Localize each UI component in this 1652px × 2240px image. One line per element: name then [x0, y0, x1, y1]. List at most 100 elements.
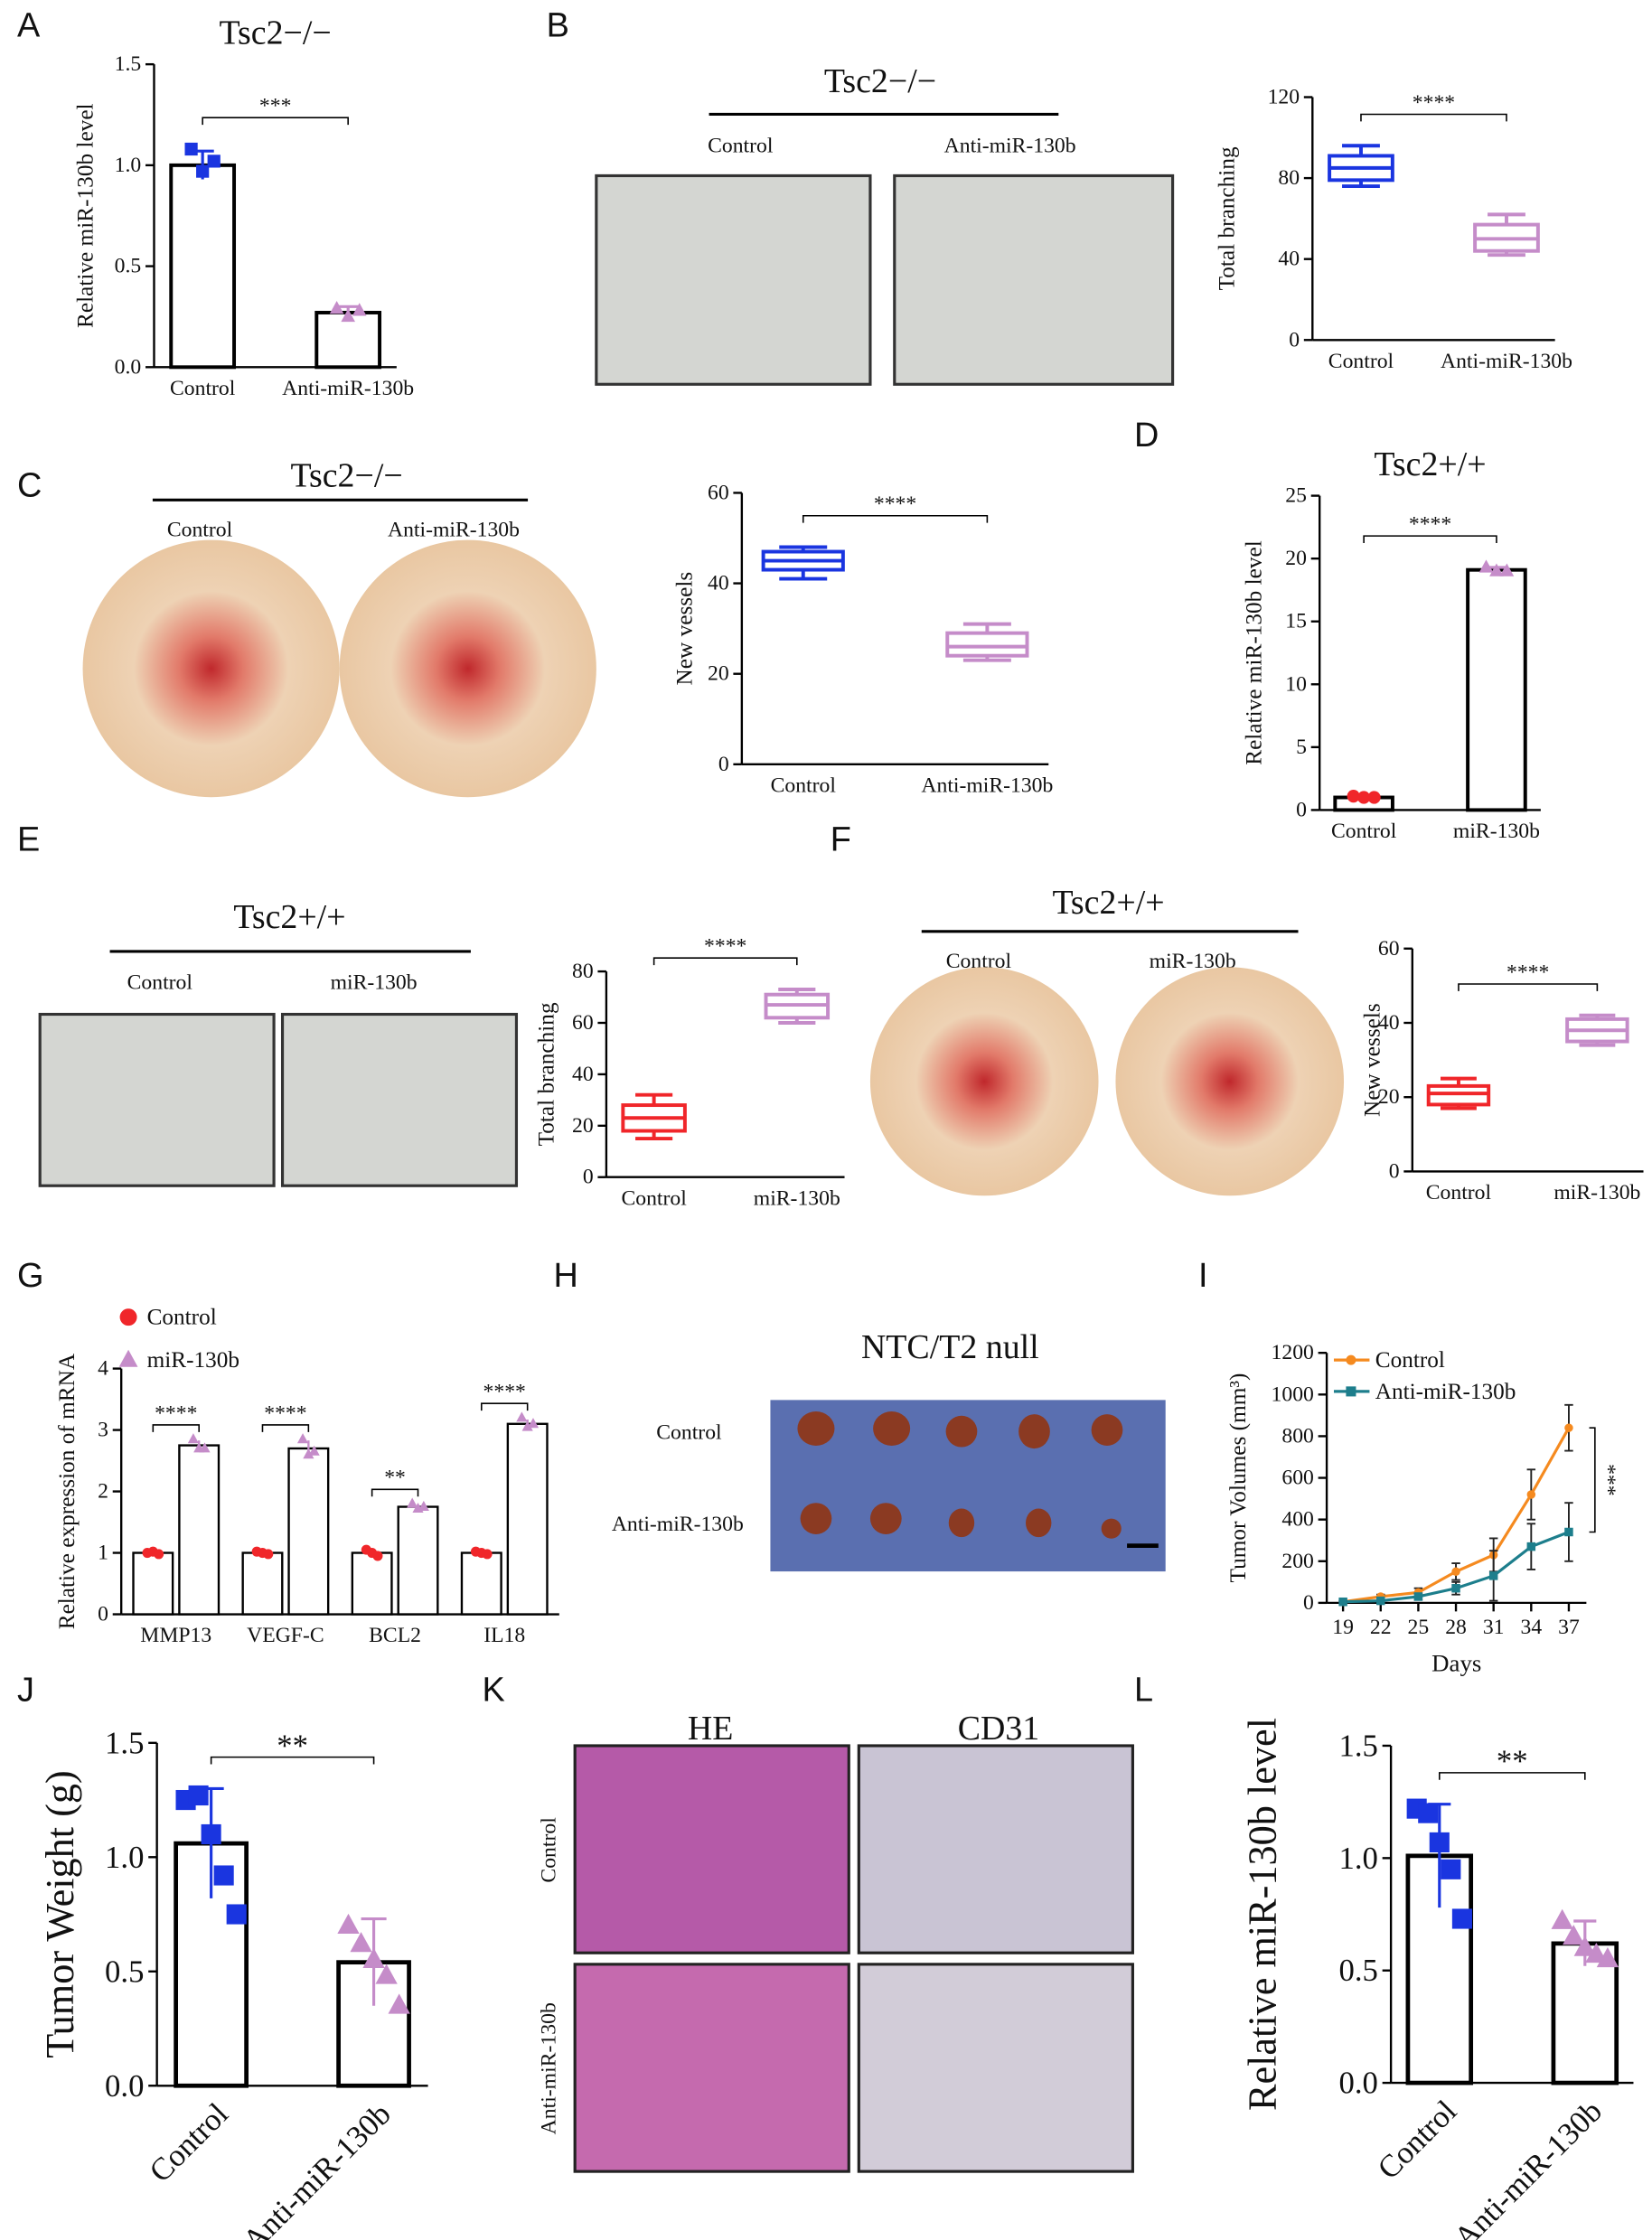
image-label: Anti-miR-130b [612, 1513, 744, 1536]
panel-label: J [17, 1671, 34, 1709]
y-tick-label: 1.0 [1339, 1841, 1378, 1876]
image-panel-h: H NTC/T2 null Control Anti-miR-130b [553, 1257, 1166, 1572]
image-panel-b: Tsc2−/− Control Anti-miR-130b [595, 62, 1175, 386]
y-tick-label: 0 [718, 753, 729, 776]
y-tick-label: 0.5 [1339, 1953, 1378, 1988]
point [308, 1445, 320, 1456]
y-tick-label: 1.5 [105, 1725, 144, 1760]
point [1551, 1908, 1573, 1929]
x-tick-label: Control [1328, 350, 1394, 373]
bar [351, 1551, 393, 1616]
legend-marker [1346, 1386, 1356, 1397]
y-axis-label: Relative miR-130b level [1241, 1718, 1285, 2111]
bar [397, 1505, 439, 1616]
chart-title: Tsc2−/− [220, 14, 332, 52]
y-tick-label: 200 [1281, 1550, 1314, 1573]
point [1357, 791, 1371, 804]
x-tick-label: 19 [1332, 1616, 1354, 1639]
y-axis-label: Relative miR-130b level [1242, 540, 1267, 765]
significance-bracket [1363, 535, 1497, 544]
y-tick-label: 25 [1285, 484, 1307, 508]
point [1451, 1583, 1460, 1593]
y-tick-label: 80 [572, 960, 594, 983]
point [1573, 1935, 1596, 1956]
y-tick-label: 1 [98, 1542, 108, 1565]
significance-bracket [652, 957, 798, 966]
point [1367, 791, 1381, 804]
point [1564, 1527, 1573, 1537]
panel-label: L [1134, 1671, 1153, 1709]
y-axis-label: Total branching [1215, 146, 1240, 290]
x-tick-label: Control [1331, 820, 1397, 843]
panel-label: K [483, 1671, 505, 1709]
image-title: Tsc2−/− [290, 456, 402, 494]
point [1338, 1597, 1347, 1607]
micrograph [595, 173, 872, 386]
tumors [797, 1411, 1123, 1539]
point [388, 1993, 410, 2014]
point [1488, 1571, 1498, 1580]
y-tick-label: 0.5 [115, 255, 142, 278]
chart-title: Tsc2+/+ [1374, 445, 1486, 483]
panel-label: E [17, 821, 40, 859]
y-tick-label: 800 [1281, 1424, 1314, 1448]
panel-label: B [547, 6, 569, 44]
point [1429, 1832, 1450, 1853]
significance-bracket [261, 1424, 310, 1432]
point [1489, 563, 1504, 576]
y-tick-label: 40 [708, 572, 729, 595]
y-tick-label: 40 [1378, 1011, 1400, 1035]
y-tick-label: 1000 [1272, 1382, 1314, 1406]
egg-image [339, 539, 596, 798]
image-title: Tsc2+/+ [1052, 884, 1164, 922]
significance-label: ** [1497, 1744, 1528, 1779]
point [350, 1932, 372, 1953]
histology-image [573, 1963, 850, 2173]
y-tick-label: 400 [1281, 1508, 1314, 1532]
bar [460, 1551, 502, 1616]
y-tick-label: 80 [1278, 166, 1300, 190]
y-tick-label: 1.5 [1339, 1728, 1378, 1763]
y-axis-label: New vessels [1360, 1003, 1385, 1117]
y-tick-label: 0.0 [105, 2068, 144, 2104]
point [303, 1448, 314, 1459]
micrograph [280, 1012, 519, 1187]
point [1376, 1596, 1385, 1606]
significance-label: **** [264, 1401, 306, 1425]
significance-bracket [210, 1756, 375, 1765]
y-axis-label: Total branching [534, 1002, 559, 1146]
image-title: NTC/T2 null [861, 1328, 1039, 1366]
x-tick-label: Anti-miR-130b [921, 774, 1053, 798]
legend-label: miR-130b [147, 1347, 239, 1373]
x-tick-label: 37 [1558, 1616, 1580, 1639]
panel-label: C [17, 467, 42, 505]
y-tick-label: 600 [1281, 1467, 1314, 1490]
image-label: Anti-miR-130b [944, 134, 1076, 157]
bar [241, 1551, 284, 1616]
point [482, 1549, 493, 1560]
bar [132, 1551, 174, 1616]
box [1426, 1083, 1491, 1107]
x-tick-label: miR-130b [1553, 1181, 1640, 1204]
image-label: Control [656, 1421, 722, 1445]
significance-label: **** [155, 1401, 197, 1425]
box [945, 631, 1029, 658]
image-panel-c: Tsc2−/− Control Anti-miR-130b [82, 456, 596, 798]
image-label: Anti-miR-130b [388, 519, 520, 542]
point [184, 142, 198, 156]
point [226, 1904, 247, 1925]
y-tick-label: 20 [708, 662, 729, 686]
point [1526, 1490, 1536, 1499]
significance-label: **** [1507, 961, 1549, 984]
point [1413, 1592, 1423, 1601]
x-tick-label: Anti-miR-130b [1447, 2094, 1609, 2240]
x-tick-label: Anti-miR-130b [282, 377, 414, 400]
image-title: Tsc2−/− [824, 62, 936, 100]
y-tick-label: 0 [583, 1166, 594, 1189]
point [1499, 563, 1515, 576]
y-tick-label: 1200 [1272, 1341, 1314, 1364]
panel-label: A [17, 6, 41, 44]
point [196, 164, 210, 178]
x-tick-label: Control [621, 1186, 687, 1210]
